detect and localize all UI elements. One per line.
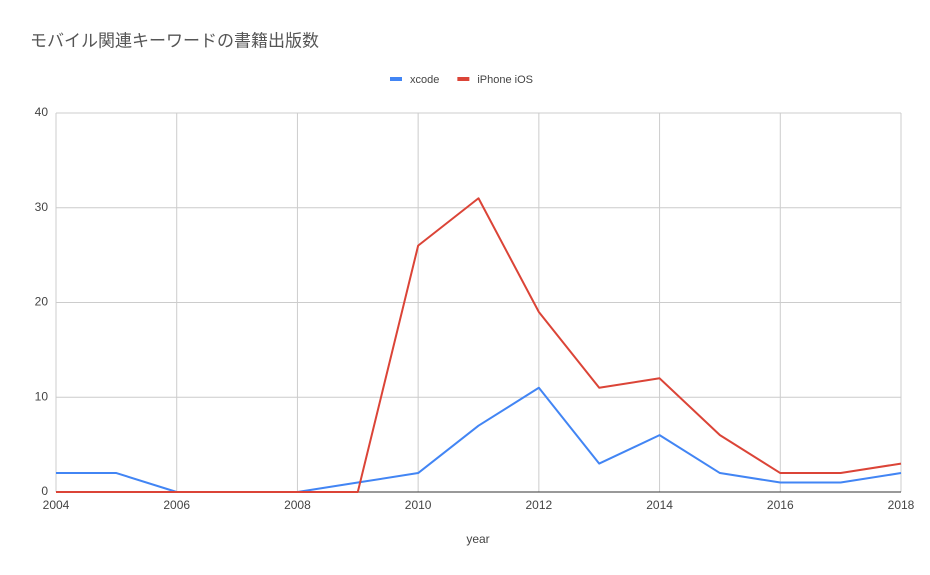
x-tick-label: 2012 — [526, 498, 553, 512]
y-tick-label: 40 — [35, 105, 49, 119]
x-tick-label: 2008 — [284, 498, 311, 512]
y-tick-label: 30 — [35, 200, 49, 214]
x-tick-label: 2004 — [43, 498, 70, 512]
y-tick-label: 20 — [35, 295, 49, 309]
legend-label: iPhone iOS — [477, 74, 533, 86]
y-tick-label: 10 — [35, 389, 49, 403]
x-axis-label: year — [466, 532, 489, 546]
chart-title: モバイル関連キーワードの書籍出版数 — [30, 31, 319, 50]
x-tick-label: 2006 — [163, 498, 190, 512]
legend-label: xcode — [410, 74, 439, 86]
data-line — [56, 197, 902, 493]
y-tick-label: 0 — [41, 484, 48, 498]
x-tick-label: 2014 — [646, 498, 673, 512]
x-tick-label: 2018 — [888, 498, 915, 512]
x-tick-label: 2016 — [767, 498, 794, 512]
x-tick-label: 2010 — [405, 498, 432, 512]
